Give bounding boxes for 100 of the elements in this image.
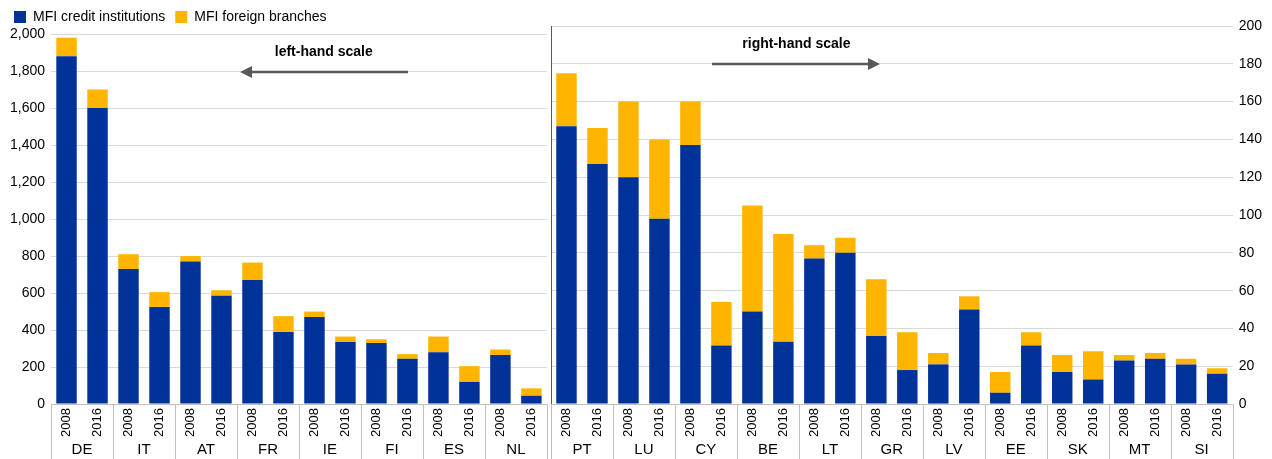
bar xyxy=(1113,354,1135,361)
bar xyxy=(804,258,825,404)
bar xyxy=(1144,358,1166,404)
y-tick-label: 200 xyxy=(21,357,46,374)
y2-tick-label: 80 xyxy=(1238,243,1255,260)
x-tick-label: 2016 xyxy=(522,408,538,437)
text: AT xyxy=(196,440,216,458)
y-tick-label: 400 xyxy=(21,320,46,337)
text: LV xyxy=(945,440,963,458)
bar xyxy=(1021,332,1042,346)
text: NL xyxy=(506,440,526,458)
x-tick-label: 2008 xyxy=(558,408,574,437)
x-tick-label: 2016 xyxy=(399,408,415,437)
y-tick-label: 2,000 xyxy=(9,24,46,41)
text: FR xyxy=(257,440,279,458)
y-tick-label: 1,600 xyxy=(9,98,46,115)
bar xyxy=(587,164,608,404)
bar xyxy=(242,262,263,281)
bar xyxy=(428,352,449,404)
y2-tick-label: 0 xyxy=(1238,394,1247,411)
text: LU xyxy=(634,440,654,458)
bar xyxy=(742,311,763,404)
bar xyxy=(1052,354,1073,372)
y-tick-label: 600 xyxy=(21,283,46,300)
legend-label: MFI credit institutions xyxy=(33,7,166,24)
y-tick-label: 1,400 xyxy=(9,135,46,152)
bar xyxy=(335,336,356,343)
bar xyxy=(521,388,542,396)
bar xyxy=(56,56,77,404)
x-tick-label: 2008 xyxy=(368,408,384,437)
text: SK xyxy=(1067,440,1088,458)
text: BE xyxy=(757,440,778,458)
bar xyxy=(118,269,139,404)
text: DE xyxy=(71,440,93,458)
bar xyxy=(866,336,887,404)
bar xyxy=(866,279,887,337)
bar xyxy=(959,309,980,404)
bar xyxy=(180,256,201,262)
bar xyxy=(1021,345,1042,404)
bar xyxy=(1082,379,1104,404)
x-tick-label: 2008 xyxy=(491,408,507,437)
legend-label: MFI foreign branches xyxy=(194,7,327,24)
x-tick-label: 2016 xyxy=(1022,408,1038,437)
bar xyxy=(490,349,511,356)
bar xyxy=(649,218,670,404)
bar xyxy=(304,311,325,318)
text: FI xyxy=(385,440,399,458)
x-tick-label: 2016 xyxy=(1208,408,1224,437)
y2-tick-label: 120 xyxy=(1238,168,1263,185)
bar xyxy=(649,139,670,219)
x-tick-label: 2008 xyxy=(430,408,445,437)
y-tick-label: 1,000 xyxy=(9,209,46,226)
y-tick-label: 1,800 xyxy=(9,61,46,78)
x-tick-label: 2016 xyxy=(960,408,976,437)
text: IE xyxy=(322,440,338,458)
x-tick-label: 2008 xyxy=(58,408,74,437)
bar xyxy=(897,332,918,371)
annotation: right-hand scale xyxy=(742,34,851,51)
x-tick-label: 2008 xyxy=(1053,408,1069,437)
annotation: left-hand scale xyxy=(274,42,373,59)
y-tick-label: 800 xyxy=(21,246,46,263)
bar xyxy=(211,295,232,404)
bar xyxy=(835,252,856,404)
x-tick-label: 2008 xyxy=(1177,408,1193,437)
bar xyxy=(1052,371,1073,404)
x-tick-label: 2016 xyxy=(461,408,476,437)
x-tick-label: 2016 xyxy=(1146,408,1162,437)
x-tick-label: 2008 xyxy=(182,408,198,437)
bar xyxy=(680,145,701,404)
x-tick-label: 2008 xyxy=(929,408,945,437)
x-tick-label: 2008 xyxy=(682,408,697,437)
x-tick-label: 2008 xyxy=(991,408,1007,437)
bar xyxy=(459,366,480,382)
x-tick-label: 2008 xyxy=(1115,408,1131,437)
bar xyxy=(242,280,263,404)
bar xyxy=(273,316,294,332)
bar xyxy=(959,296,980,310)
x-tick-label: 2008 xyxy=(244,408,260,437)
bar xyxy=(180,261,201,404)
bar xyxy=(990,392,1011,404)
bar xyxy=(490,355,511,404)
bar xyxy=(428,336,449,353)
x-tick-label: 2008 xyxy=(867,408,883,437)
y-tick-label: 1,200 xyxy=(9,172,46,189)
bar xyxy=(556,73,577,127)
x-tick-label: 2016 xyxy=(337,408,353,437)
bar xyxy=(773,233,794,342)
bar xyxy=(773,341,794,404)
text: MT xyxy=(1128,440,1151,458)
bar xyxy=(1113,360,1135,404)
bar xyxy=(366,339,387,344)
x-tick-label: 2016 xyxy=(151,408,167,437)
x-tick-label: 2008 xyxy=(805,408,821,437)
x-tick-label: 2016 xyxy=(651,408,667,437)
bar xyxy=(335,342,356,404)
bar xyxy=(149,292,170,307)
x-tick-label: 2008 xyxy=(120,408,136,437)
x-tick-label: 2016 xyxy=(774,408,790,437)
bar xyxy=(56,37,77,57)
bar xyxy=(680,101,701,146)
